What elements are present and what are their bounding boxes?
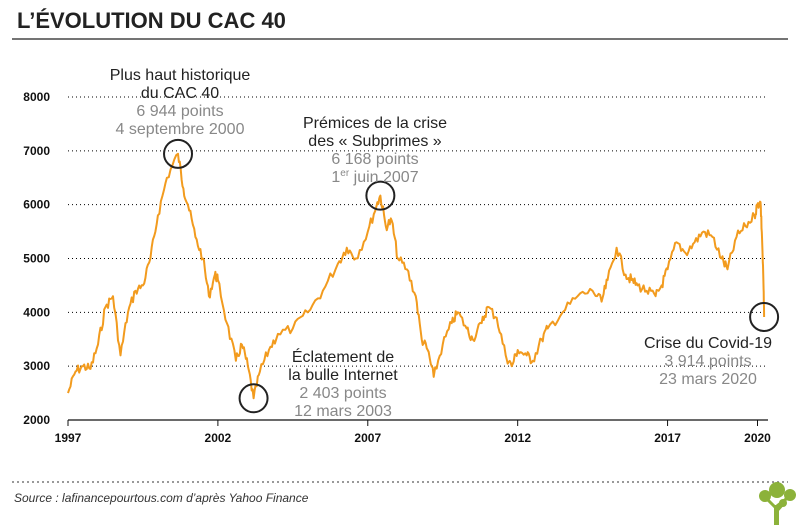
x-tick-label: 2002: [205, 431, 232, 445]
annotation-bubble-date: 12 mars 2003: [294, 403, 392, 420]
annotation-covid-date: 23 mars 2020: [659, 371, 757, 388]
y-tick-label: 2000: [23, 413, 50, 427]
x-tick-label: 2012: [504, 431, 531, 445]
cac40-series-line: [67, 152, 766, 400]
annotation-covid-points: 3 914 points: [664, 353, 751, 370]
y-tick-label: 6000: [23, 198, 50, 212]
annotation-bubble-line1: Éclatement de: [292, 347, 394, 366]
x-axis-ticks: 1997 2002 2007 2012 2017 2020: [55, 420, 771, 445]
annotation-marker: [163, 138, 194, 169]
y-tick-label: 7000: [23, 144, 50, 158]
annotation-subprimes-line1: Prémices de la crise: [303, 115, 447, 132]
annotation-subprimes-line2: des « Subprimes »: [308, 133, 442, 150]
annotation-marker: [749, 301, 780, 332]
x-tick-label: 1997: [55, 431, 82, 445]
annotation-subprimes-date: 1er juin 2007: [331, 168, 418, 186]
annotation-marker: [365, 180, 396, 211]
annotation-peak-2000-line2: du CAC 40: [141, 85, 219, 102]
chart-title: L’ÉVOLUTION DU CAC 40: [17, 8, 286, 33]
annotation-covid-line1: Crise du Covid-19: [644, 335, 772, 352]
annotation-bubble-line2: la bulle Internet: [288, 367, 398, 384]
annotation-subprimes-points: 6 168 points: [331, 151, 418, 168]
annotation-bubble-points: 2 403 points: [299, 385, 386, 402]
y-axis-ticks: 2000 3000 4000 5000 6000 7000 8000: [23, 90, 50, 427]
x-tick-label: 2020: [744, 431, 771, 445]
x-tick-label: 2007: [354, 431, 381, 445]
y-tick-label: 8000: [23, 90, 50, 104]
annotation-peak-2000-points: 6 944 points: [136, 103, 223, 120]
x-tick-label: 2017: [654, 431, 681, 445]
y-tick-label: 3000: [23, 359, 50, 373]
annotation-peak-2000-date: 4 septembre 2000: [116, 121, 245, 138]
annotation-marker: [238, 383, 269, 414]
annotation-markers: [163, 138, 780, 414]
tree-logo: [759, 482, 796, 525]
annotation-peak-2000-line1: Plus haut historique: [110, 67, 251, 84]
y-tick-label: 4000: [23, 305, 50, 319]
y-tick-label: 5000: [23, 252, 50, 266]
source-note: Source : lafinancepourtous.com d’après Y…: [14, 491, 309, 505]
grid-lines: [68, 96, 768, 367]
